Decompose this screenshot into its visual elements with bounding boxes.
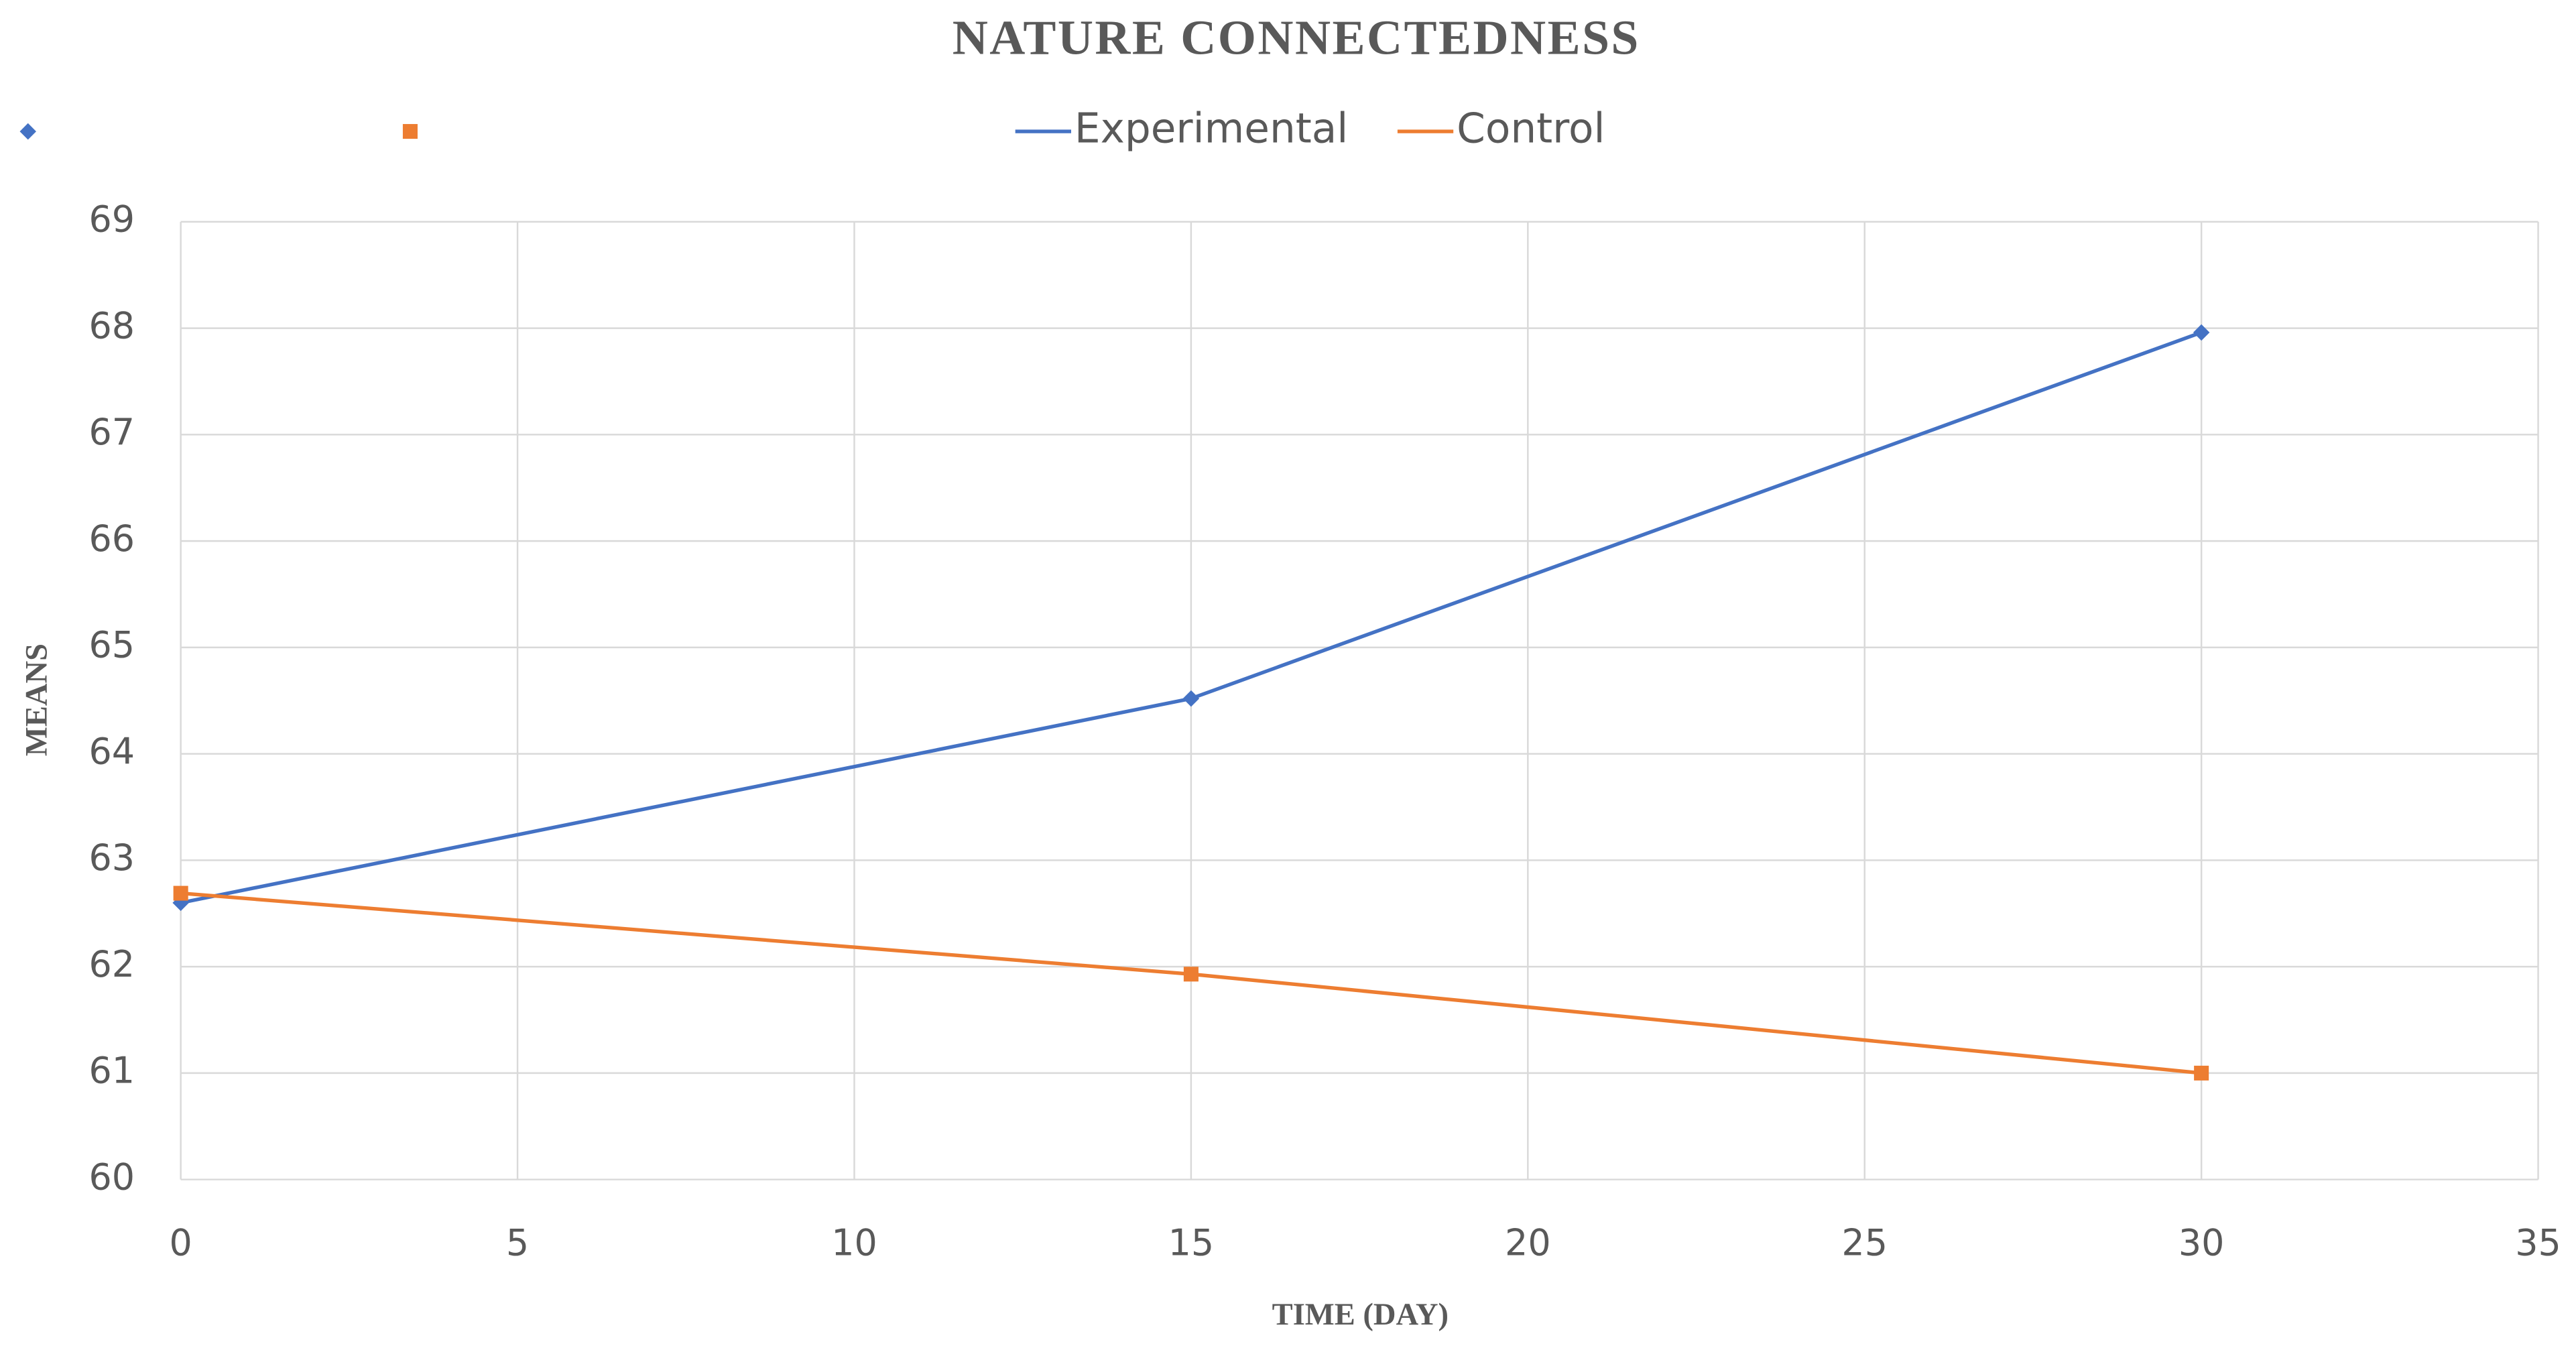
y-tick-label: 64 xyxy=(88,730,135,772)
y-tick-label: 62 xyxy=(88,943,135,985)
marker xyxy=(173,885,188,901)
y-axis-label: MEANS xyxy=(20,643,54,756)
marker xyxy=(402,124,418,139)
marker xyxy=(1182,690,1200,707)
x-tick-label: 5 xyxy=(506,1221,529,1264)
x-tick-label: 0 xyxy=(170,1221,192,1264)
x-axis-label: TIME (DAY) xyxy=(1272,1298,1449,1332)
x-tick-label: 25 xyxy=(1841,1221,1888,1264)
legend-label: Experimental xyxy=(1075,105,1348,153)
y-tick-label: 66 xyxy=(88,517,135,560)
marker xyxy=(2194,1065,2209,1081)
y-tick-label: 69 xyxy=(88,198,135,240)
x-tick-label: 35 xyxy=(2515,1221,2561,1264)
x-tick-label: 10 xyxy=(831,1221,877,1264)
y-tick-label: 63 xyxy=(88,837,135,879)
y-tick-label: 67 xyxy=(88,411,135,453)
chart-title: NATURE CONNECTEDNESS xyxy=(953,10,1640,65)
marker xyxy=(1183,967,1199,982)
marker xyxy=(19,123,36,140)
x-tick-label: 30 xyxy=(2179,1221,2225,1264)
y-tick-label: 61 xyxy=(88,1050,135,1092)
marker xyxy=(2193,324,2210,341)
y-tick-label: 68 xyxy=(88,304,135,347)
x-tick-label: 15 xyxy=(1168,1221,1215,1264)
x-tick-label: 20 xyxy=(1505,1221,1551,1264)
legend-label: Control xyxy=(1457,105,1605,153)
y-tick-label: 60 xyxy=(88,1156,135,1198)
legend: Experimental Control xyxy=(1015,105,1605,153)
y-tick-label: 65 xyxy=(88,624,135,666)
